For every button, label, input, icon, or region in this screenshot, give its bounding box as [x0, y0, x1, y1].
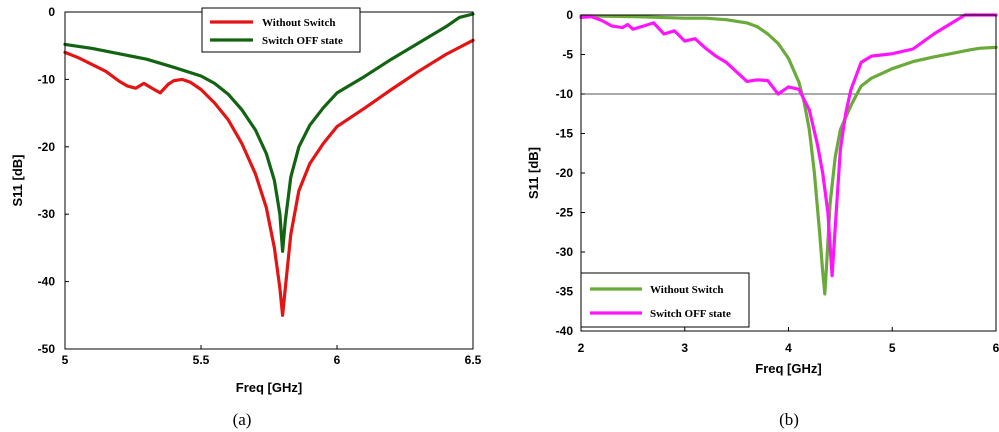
y-tick-label: -35 [556, 285, 574, 299]
legend-label-1: Without Switch [262, 17, 335, 29]
y-tick-label: -20 [38, 140, 56, 154]
series-line-1 [579, 14, 998, 296]
legend: Without Switch Switch OFF state [201, 7, 361, 53]
y-tick-label: -20 [556, 166, 574, 180]
x-tick-label: 6 [334, 353, 341, 367]
legend: Without Switch Switch OFF state [580, 272, 750, 328]
x-tick-label: 5.5 [193, 353, 210, 367]
series-line-2 [579, 13, 998, 278]
series-line-1 [63, 38, 475, 317]
y-axis-label: S11 [dB] [526, 147, 541, 199]
x-tick-label: 4 [785, 341, 792, 355]
legend-box [580, 272, 750, 328]
panel-caption: (a) [233, 410, 252, 429]
y-tick-label: -25 [556, 206, 574, 220]
x-tick-label: 6.5 [465, 353, 482, 367]
y-tick-label: -50 [38, 342, 56, 356]
plot-area [65, 12, 473, 349]
y-tick-label: -10 [556, 87, 574, 101]
x-axis-label: Freq [GHz] [236, 380, 302, 395]
legend-label-2: Switch OFF state [650, 308, 731, 320]
x-tick-label: 5 [889, 341, 896, 355]
chart-b: 2 3 4 5 6 0 -5 -10 -15 -20 -25 -30 -35 -40 Freq [GHz] S… [526, 8, 999, 429]
y-tick-label: -40 [556, 324, 574, 338]
series-line-2 [63, 12, 475, 253]
y-tick-label: 0 [48, 5, 55, 19]
legend-box [201, 7, 361, 53]
x-axis-label: Freq [GHz] [755, 361, 821, 376]
y-axis-label: S11 [dB] [10, 154, 25, 206]
legend-label-2: Switch OFF state [262, 35, 343, 47]
panel-caption: (b) [779, 410, 799, 429]
y-tick-label: -10 [38, 72, 56, 86]
x-tick-label: 2 [578, 341, 585, 355]
y-tick-label: 0 [566, 8, 573, 22]
x-tick-label: 5 [62, 353, 69, 367]
chart-a: 5 5.5 6 6.5 0 -10 -20 -30 -40 -50 Freq [GHz] S11 [d… [10, 5, 482, 429]
y-tick-label: -30 [38, 207, 56, 221]
y-tick-label: -40 [38, 275, 56, 289]
y-tick-label: -30 [556, 245, 574, 259]
legend-label-1: Without Switch [650, 284, 723, 296]
y-tick-label: -15 [556, 127, 574, 141]
x-tick-label: 3 [681, 341, 688, 355]
x-tick-label: 6 [993, 341, 999, 355]
y-tick-label: -5 [562, 48, 573, 62]
